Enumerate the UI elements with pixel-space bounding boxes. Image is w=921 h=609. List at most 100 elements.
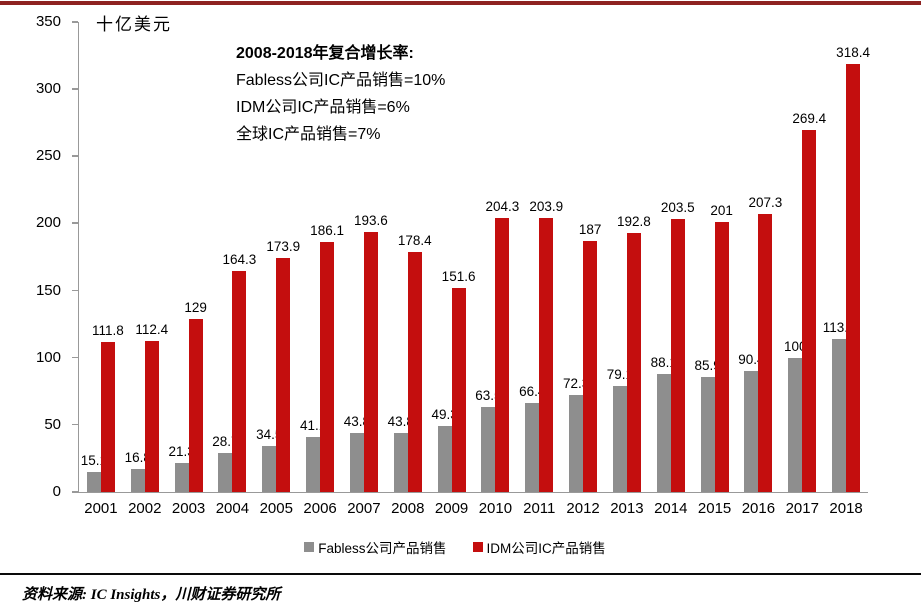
- bar-value-label-fabless-2016: 90.4: [738, 351, 765, 367]
- x-axis-label-2015: 2015: [697, 500, 732, 517]
- y-axis-tick: [72, 222, 78, 224]
- x-axis-label-2003: 2003: [171, 500, 206, 517]
- bar-fabless-2014: [656, 373, 671, 492]
- y-axis-unit-label: 十亿美元: [96, 15, 172, 34]
- bar-idm-2014: [670, 218, 685, 492]
- bar-fabless-2012: [569, 394, 584, 492]
- bar-value-label-fabless-2009: 49.3: [431, 406, 458, 422]
- bar-idm-2008: [407, 252, 422, 492]
- bar-value-label-idm-2016: 207.3: [748, 194, 783, 210]
- x-axis-label-2016: 2016: [741, 500, 776, 517]
- bar-fabless-2011: [525, 402, 540, 492]
- bar-fabless-2017: [788, 357, 803, 492]
- bar-fabless-2010: [481, 406, 496, 492]
- legend: Fabless公司产品销售 IDM公司IC产品销售: [0, 537, 910, 557]
- bar-fabless-2008: [393, 433, 408, 492]
- y-axis-label-300: 300: [35, 80, 61, 98]
- bar-value-label-idm-2002: 112.4: [135, 322, 169, 338]
- x-axis-label-2008: 2008: [391, 500, 425, 517]
- bar-value-label-idm-2012: 187: [578, 221, 602, 237]
- bar-idm-2005: [276, 258, 291, 492]
- cagr-annotation-line-fabless: Fabless公司IC产品销售=10%: [236, 72, 446, 89]
- legend-swatch-idm-icon: [472, 542, 483, 552]
- y-axis-tick: [72, 289, 78, 292]
- bar-fabless-2001: [86, 471, 101, 492]
- bar-value-label-fabless-2004: 28.7: [212, 434, 239, 450]
- bar-idm-2012: [583, 240, 598, 492]
- x-axis-label-2009: 2009: [434, 500, 469, 517]
- bar-fabless-2005: [262, 445, 277, 492]
- x-axis-label-2007: 2007: [347, 500, 381, 517]
- cagr-annotation-line-idm: IDM公司IC产品销售=6%: [236, 99, 410, 116]
- legend-label-fabless: Fabless公司产品销售: [318, 541, 447, 556]
- bar-value-label-idm-2011: 203.9: [529, 199, 564, 215]
- bar-idm-2018: [846, 64, 861, 492]
- y-axis-tick: [72, 88, 78, 90]
- bar-idm-2009: [451, 288, 466, 492]
- y-axis-label-200: 200: [35, 214, 61, 232]
- y-axis-label-100: 100: [35, 348, 61, 366]
- bar-value-label-idm-2003: 129: [184, 299, 207, 315]
- y-axis-tick: [72, 21, 78, 23]
- bar-idm-2016: [758, 213, 773, 492]
- y-axis-tick: [72, 155, 78, 157]
- y-axis-tick: [72, 356, 78, 359]
- bar-idm-2003: [188, 318, 203, 492]
- bar-fabless-2015: [700, 376, 715, 492]
- legend-entry-idm: IDM公司IC产品销售: [472, 537, 606, 557]
- source-note: 资料来源: IC Insights，川财证券研究所: [22, 587, 281, 603]
- bar-idm-2010: [495, 217, 510, 492]
- x-axis-label-2005: 2005: [259, 500, 293, 517]
- bar-value-label-idm-2008: 178.4: [397, 233, 432, 249]
- bar-fabless-2002: [130, 469, 145, 492]
- bar-value-label-idm-2017: 269.4: [792, 111, 827, 127]
- bar-value-label-fabless-2003: 21.3: [168, 444, 195, 460]
- x-axis-label-2013: 2013: [610, 500, 644, 517]
- legend-label-idm: IDM公司IC产品销售: [486, 541, 606, 556]
- bar-fabless-2018: [832, 339, 847, 492]
- x-axis-label-2011: 2011: [523, 500, 556, 517]
- bar-fabless-2013: [612, 385, 627, 492]
- bar-idm-2002: [144, 341, 159, 492]
- x-axis-label-2004: 2004: [215, 500, 250, 517]
- bar-value-label-fabless-2014: 88.1: [650, 354, 677, 370]
- x-axis-label-2001: 2001: [84, 500, 118, 517]
- bar-fabless-2006: [306, 436, 321, 492]
- bar-value-label-idm-2001: 111.8: [92, 322, 124, 338]
- bar-value-label-idm-2014: 203.5: [660, 199, 695, 215]
- bar-value-label-idm-2009: 151.6: [441, 269, 476, 285]
- bar-value-label-idm-2004: 164.3: [222, 252, 257, 268]
- x-axis-label-2012: 2012: [566, 500, 600, 517]
- bar-value-label-fabless-2008: 43.8: [387, 414, 414, 430]
- y-axis-tick: [72, 423, 78, 426]
- bar-value-label-idm-2013: 192.8: [617, 214, 651, 230]
- plot-area: 0 50 100 150 200 250 300 350 2001 2002 2003 2004 200…: [36, 13, 870, 517]
- bar-idm-2001: [100, 341, 115, 492]
- y-axis-label-150: 150: [35, 281, 61, 299]
- bar-fabless-2016: [744, 370, 759, 492]
- x-axis-label-2017: 2017: [785, 500, 819, 517]
- top-divider-rule: [0, 1, 921, 5]
- bar-idm-2017: [802, 130, 817, 492]
- bar-value-label-fabless-2001: 15.1: [80, 452, 108, 468]
- bar-value-label-fabless-2010: 63.5: [475, 387, 502, 403]
- x-axis-label-2010: 2010: [478, 500, 513, 517]
- footer-divider-rule: [0, 573, 921, 575]
- bar-idm-2013: [626, 233, 641, 492]
- bar-value-label-idm-2015: 201: [710, 203, 733, 219]
- cagr-annotation-title: 2008-2018年复合增长率:: [236, 45, 414, 62]
- bar-value-label-fabless-2002: 16.8: [124, 450, 151, 466]
- x-axis-label-2014: 2014: [654, 500, 688, 517]
- cagr-annotation-line-global: 全球IC产品销售=7%: [236, 126, 381, 143]
- y-axis-label-250: 250: [35, 147, 61, 165]
- bar-value-label-idm-2005: 173.9: [266, 239, 301, 255]
- x-axis-label-2006: 2006: [303, 500, 337, 517]
- bar-value-label-fabless-2011: 66.4: [519, 383, 546, 399]
- bar-value-label-fabless-2013: 79.1: [606, 366, 634, 382]
- bar-fabless-2007: [349, 433, 364, 492]
- bar-value-label-idm-2018: 318.4: [836, 45, 870, 61]
- bar-fabless-2004: [218, 453, 233, 492]
- x-axis-label-2018: 2018: [829, 500, 863, 517]
- legend-swatch-fabless-icon: [304, 542, 315, 552]
